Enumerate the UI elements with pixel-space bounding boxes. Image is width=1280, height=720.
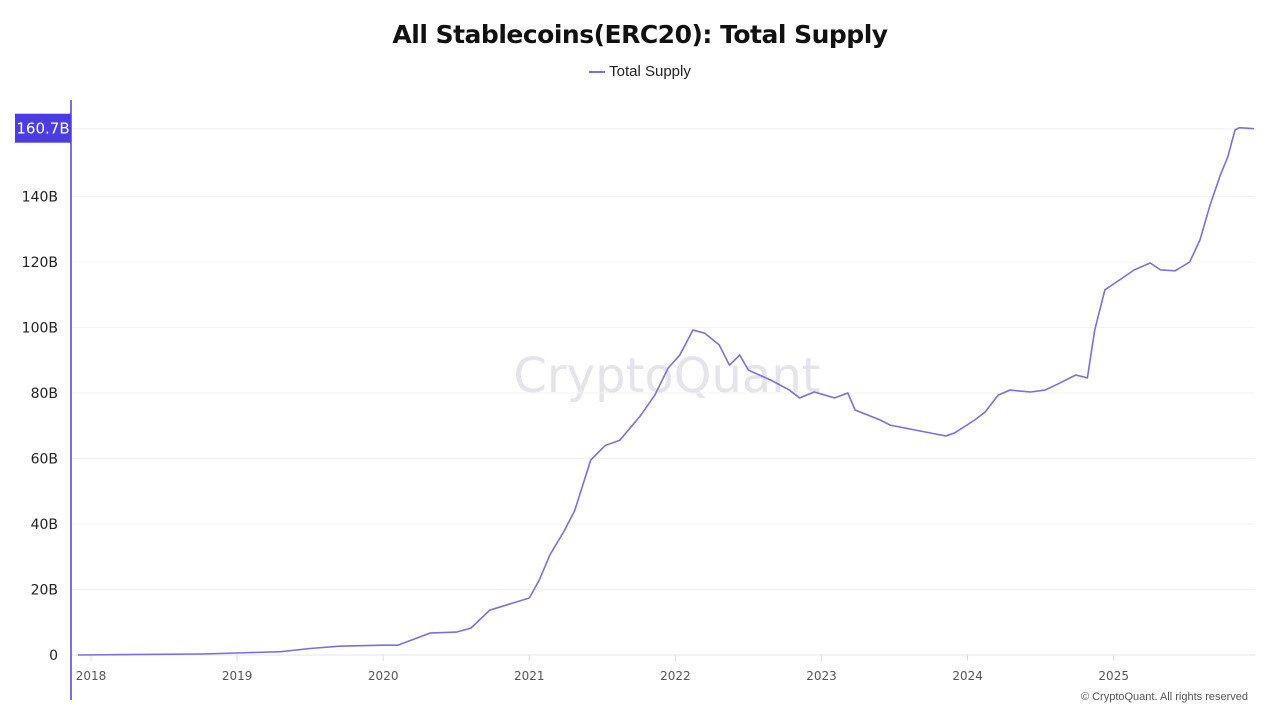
x-tick-label: 2021 [514,669,545,683]
chart-title: All Stablecoins(ERC20): Total Supply [392,20,888,49]
y-tick-label: 140B [22,190,58,206]
y-tick-label: 60B [31,452,58,468]
y-tick-label: 20B [31,583,58,599]
x-tick-label: 2024 [952,669,983,683]
copyright-footer: © CryptoQuant. All rights reserved [1080,691,1248,703]
last-value-badge [15,113,71,143]
y-tick-label: 120B [22,255,58,271]
x-tick-label: 2025 [1098,669,1129,683]
y-tick-label: 100B [22,321,58,337]
x-tick-label: 2022 [660,669,691,683]
legend[interactable]: Total Supply [0,63,1280,80]
last-value-label: 160.7B [16,120,69,138]
legend-label: Total Supply [609,63,691,80]
legend-swatch [589,71,606,74]
watermark: CryptoQuant [513,348,820,404]
x-tick-label: 2019 [222,669,253,683]
y-tick-label: 0 [49,648,58,664]
x-tick-label: 2018 [76,669,107,683]
y-tick-label: 80B [31,386,58,402]
x-tick-label: 2023 [806,669,837,683]
x-tick-label: 2020 [368,669,399,683]
series-line-total-supply[interactable] [77,126,1255,656]
y-tick-label: 40B [31,517,58,533]
